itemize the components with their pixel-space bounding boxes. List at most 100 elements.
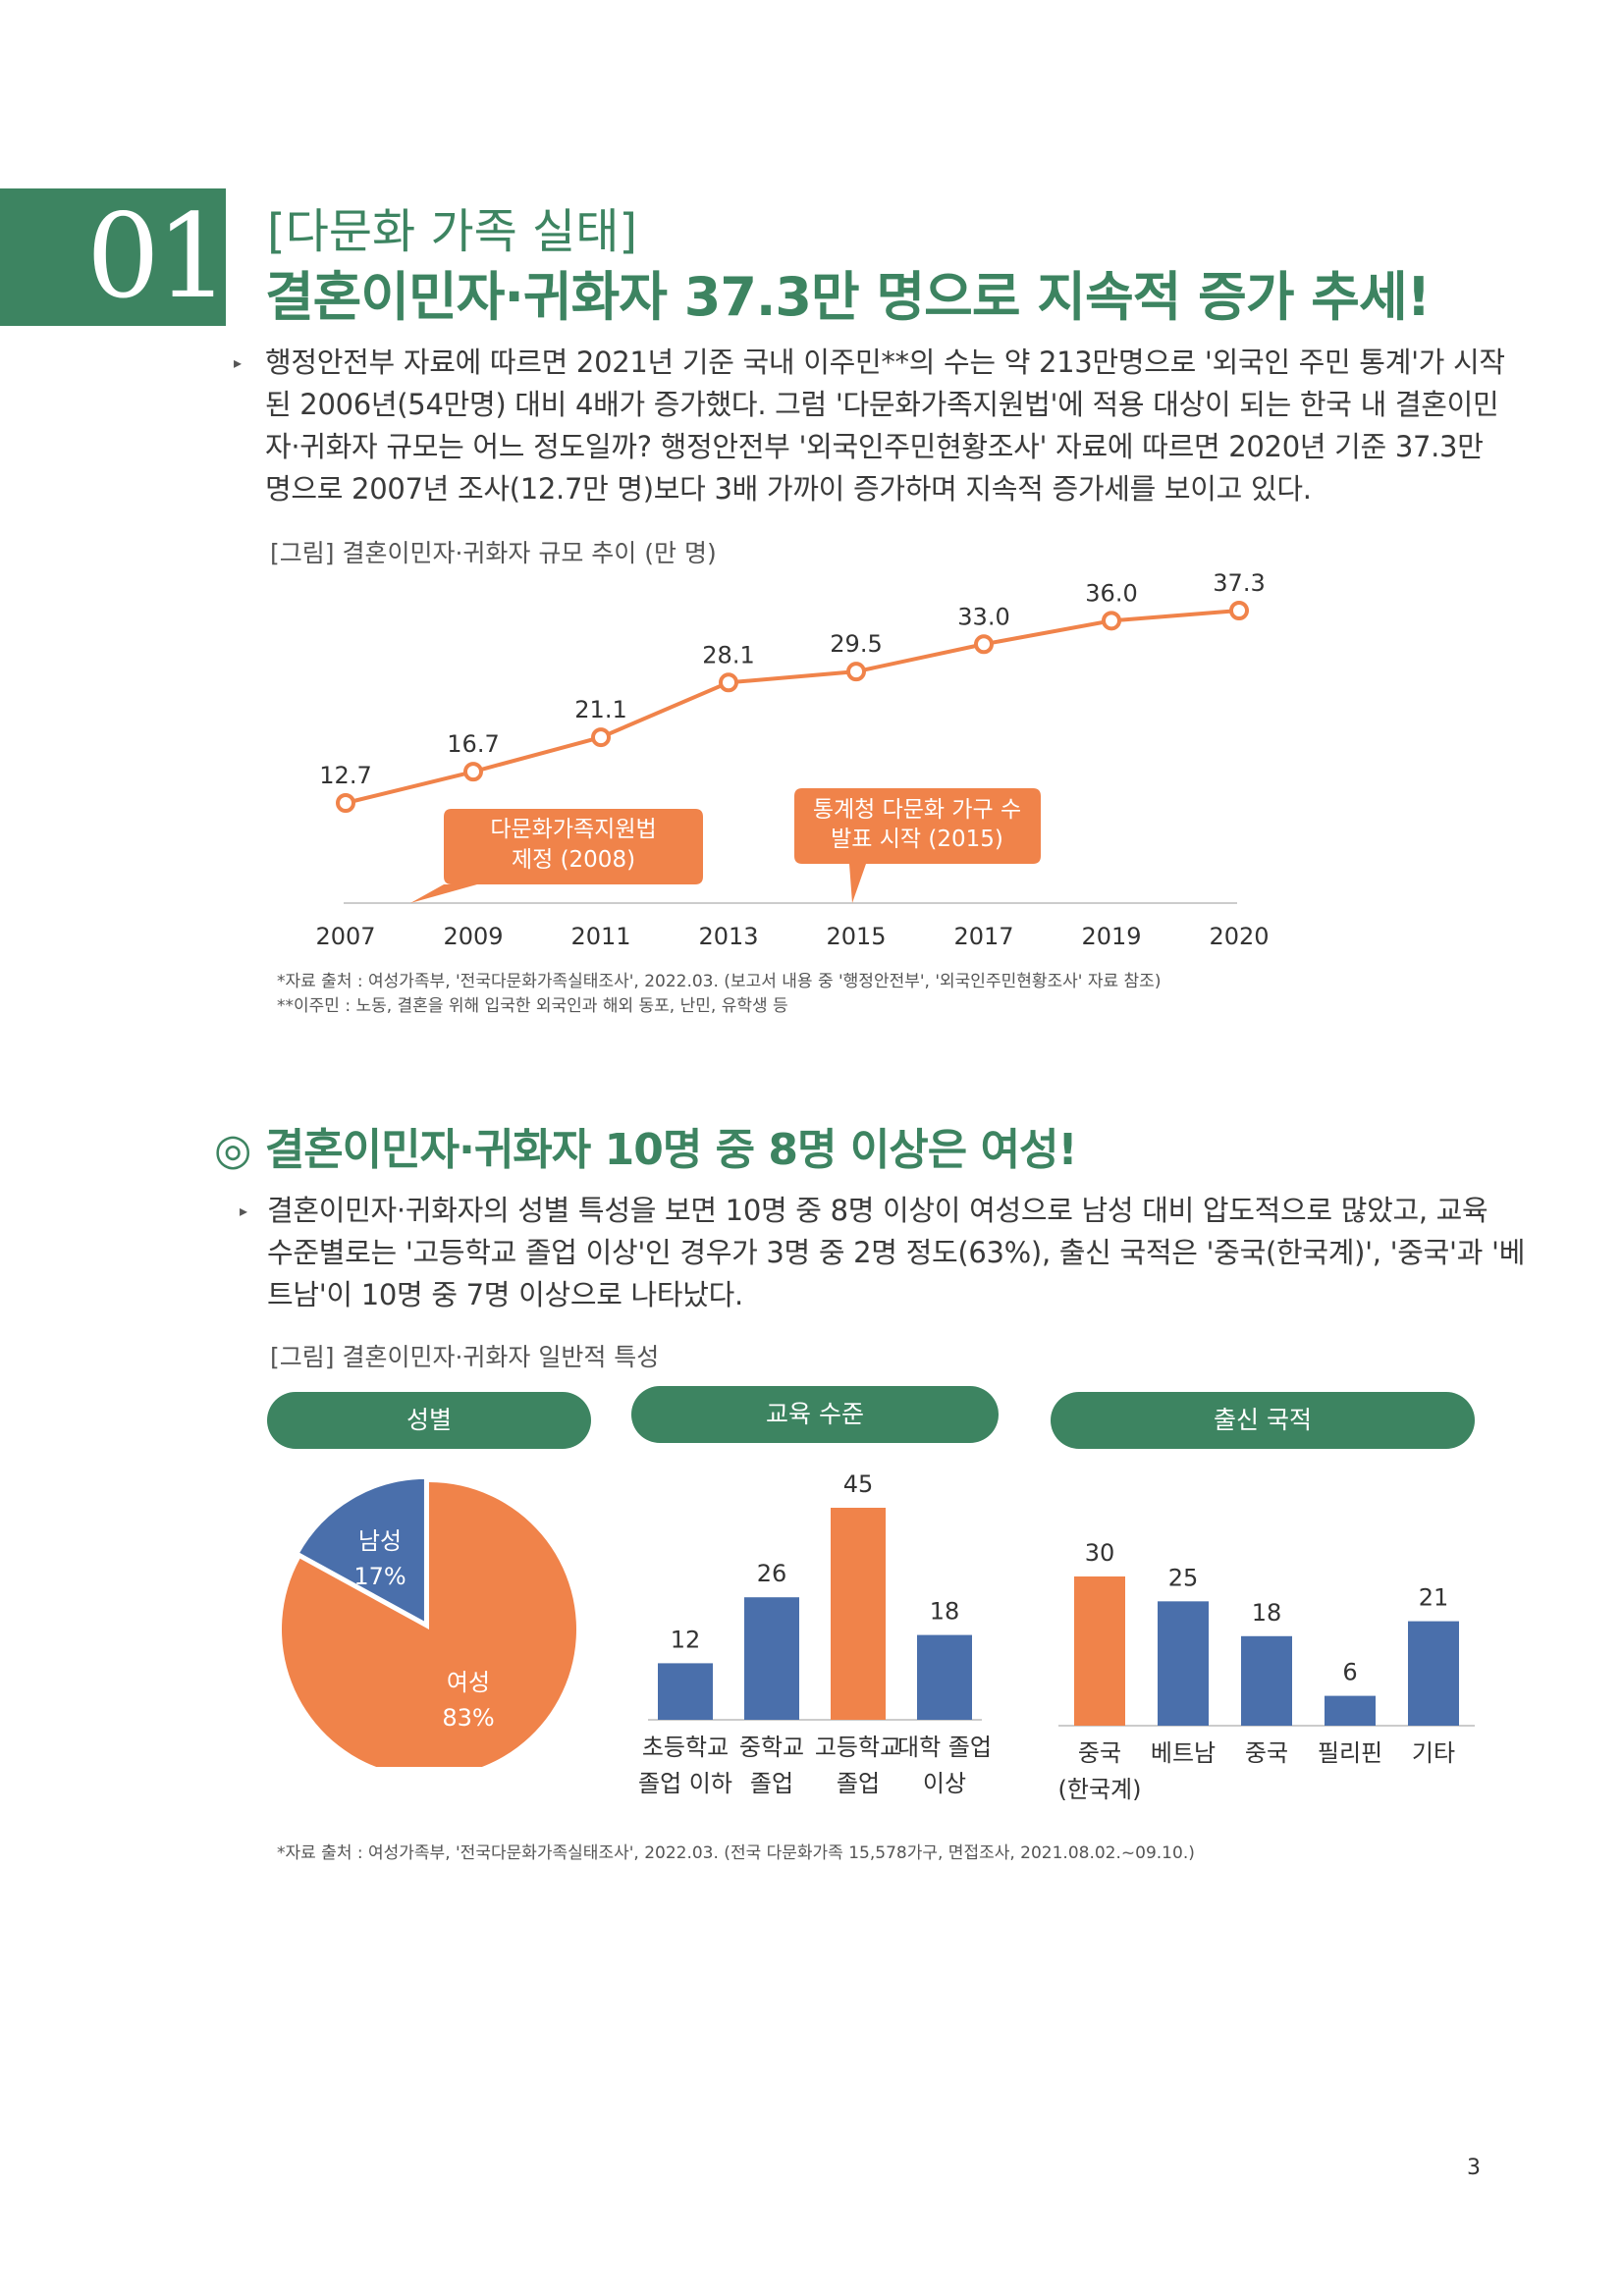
page-title: 결혼이민자·귀화자 37.3만 명으로 지속적 증가 추세! xyxy=(265,266,1431,328)
intro-line: 명으로 2007년 조사(12.7만 명)보다 3배 가까이 증가하며 지속적 … xyxy=(265,472,1312,506)
bar-value-label: 30 xyxy=(1085,1539,1115,1567)
x-tick-label: 2019 xyxy=(1081,923,1141,950)
figure-footnote: **이주민 : 노동, 결혼을 위해 입국한 외국인과 해외 동포, 난민, 유… xyxy=(277,996,788,1016)
category-label: 이상 xyxy=(923,1770,966,1797)
data-point xyxy=(1102,611,1121,631)
bar xyxy=(658,1663,713,1720)
x-tick-label: 2017 xyxy=(953,923,1013,950)
bar xyxy=(1158,1601,1209,1726)
pie-label-female: 여성 xyxy=(447,1669,490,1696)
section-line: 트남'이 10명 중 7명 이상으로 나타났다. xyxy=(267,1278,743,1311)
gender-pie-chart: 남성 17% 여성 83% xyxy=(282,1474,576,1767)
pie-slice-male xyxy=(294,1474,428,1629)
pie-value-female: 83% xyxy=(442,1704,494,1732)
category-label: 졸업 이하 xyxy=(638,1770,732,1797)
x-tick-label: 2015 xyxy=(826,923,886,950)
data-point xyxy=(719,672,738,693)
section-line: 결혼이민자·귀화자의 성별 특성을 보면 10명 중 8명 이상이 여성으로 남… xyxy=(267,1194,1488,1227)
pill-gender: 성별 xyxy=(267,1392,591,1449)
x-tick-label: 2011 xyxy=(570,923,630,950)
pie-slice-female xyxy=(282,1482,576,1767)
callouts: 다문화가족지원법 제정 (2008) 통계청 다문화 가구 수 발표 시작 (2… xyxy=(410,788,1041,903)
figure-source: *자료 출처 : 여성가족부, '전국다문화가족실태조사', 2022.03. … xyxy=(277,972,1162,991)
data-point xyxy=(336,793,355,813)
figure-source: *자료 출처 : 여성가족부, '전국다문화가족실태조사', 2022.03. … xyxy=(277,1843,1195,1863)
section-number: 01 xyxy=(85,188,230,324)
category-label: 초등학교 xyxy=(642,1734,729,1761)
bar xyxy=(1325,1695,1376,1726)
bar xyxy=(831,1508,886,1720)
category-label: 중학교 xyxy=(739,1734,804,1761)
bar xyxy=(1074,1576,1125,1726)
bar xyxy=(917,1634,972,1720)
pill-education: 교육 수준 xyxy=(631,1386,999,1443)
intro-line: 행정안전부 자료에 따르면 2021년 기준 국내 이주민**의 수는 약 21… xyxy=(265,346,1505,379)
bar-value-label: 6 xyxy=(1342,1659,1357,1686)
category-label: (한국계) xyxy=(1058,1776,1142,1803)
data-point xyxy=(974,634,994,655)
data-label: 28.1 xyxy=(702,641,754,668)
category-label: 필리핀 xyxy=(1318,1739,1382,1767)
bar-value-label: 21 xyxy=(1419,1584,1449,1612)
bar-value-label: 45 xyxy=(843,1470,874,1498)
category-label: 졸업 xyxy=(750,1770,793,1797)
category-label: 중국 xyxy=(1245,1739,1288,1767)
bar xyxy=(744,1597,799,1720)
bullet-icon: ▸ xyxy=(234,353,243,372)
intro-line: 된 2006년(54만명) 대비 4배가 증가했다. 그럼 '다문화가족지원법'… xyxy=(265,388,1499,421)
callout-2015-line1: 통계청 다문화 가구 수 xyxy=(813,797,1021,823)
data-label: 21.1 xyxy=(574,696,626,723)
bar-value-label: 12 xyxy=(671,1626,701,1653)
data-label: 16.7 xyxy=(447,730,499,758)
data-label: 12.7 xyxy=(319,762,371,789)
section-kicker: [다문화 가족 실태] xyxy=(267,204,638,259)
data-point xyxy=(1229,601,1249,620)
x-tick-label: 2013 xyxy=(698,923,758,950)
data-label: 33.0 xyxy=(957,603,1009,630)
line-chart: 다문화가족지원법 제정 (2008) 통계청 다문화 가구 수 발표 시작 (2… xyxy=(315,569,1269,950)
callout-2008-line2: 제정 (2008) xyxy=(512,847,635,873)
bar-value-label: 18 xyxy=(930,1598,960,1626)
section-number-badge: 01 xyxy=(0,188,236,326)
category-label: 대학 졸업 xyxy=(897,1734,992,1761)
pie-value-male: 17% xyxy=(353,1563,406,1590)
callout-2008-box xyxy=(410,809,703,903)
section-heading: ◎ 결혼이민자·귀화자 10명 중 8명 이상은 여성! xyxy=(214,1125,1078,1175)
category-label: 고등학교 xyxy=(815,1734,901,1761)
bar-value-label: 26 xyxy=(757,1560,787,1587)
category-label: 베트남 xyxy=(1151,1739,1216,1767)
data-label: 36.0 xyxy=(1085,579,1137,607)
series-line xyxy=(345,609,1240,805)
data-label: 37.3 xyxy=(1213,569,1265,597)
data-point xyxy=(463,762,483,782)
section-paragraph: 결혼이민자·귀화자의 성별 특성을 보면 10명 중 8명 이상이 여성으로 남… xyxy=(267,1190,1526,1316)
data-point xyxy=(846,662,866,682)
x-tick-label: 2020 xyxy=(1209,923,1269,950)
intro-line: 자·귀화자 규모는 어느 정도일까? 행정안전부 '외국인주민현황조사' 자료에… xyxy=(265,430,1484,463)
intro-paragraph: 행정안전부 자료에 따르면 2021년 기준 국내 이주민**의 수는 약 21… xyxy=(265,342,1505,510)
x-tick-label: 2007 xyxy=(315,923,375,950)
data-label: 29.5 xyxy=(830,630,882,658)
nationality-bar-chart: 30 중국 (한국계) 25 베트남 18 중국 6 필리핀 21 기타 xyxy=(1058,1539,1475,1803)
page-number: 3 xyxy=(1467,2156,1481,2180)
callout-2015-box xyxy=(794,788,1041,903)
figure-title: [그림] 결혼이민자·귀화자 규모 추이 (만 명) xyxy=(270,539,717,567)
callout-2015-line2: 발표 시작 (2015) xyxy=(831,827,1003,852)
bar-value-label: 18 xyxy=(1252,1599,1282,1627)
category-label: 기타 xyxy=(1412,1739,1455,1767)
category-label: 중국 xyxy=(1078,1739,1121,1767)
bar-value-label: 25 xyxy=(1168,1564,1199,1591)
callout-2008-line1: 다문화가족지원법 xyxy=(490,817,656,842)
x-tick-label: 2009 xyxy=(443,923,503,950)
pill-nationality: 출신 국적 xyxy=(1051,1392,1475,1449)
pie-label-male: 남성 xyxy=(358,1527,402,1555)
category-label: 졸업 xyxy=(837,1770,880,1797)
bar xyxy=(1241,1635,1292,1726)
figure-title: [그림] 결혼이민자·귀화자 일반적 특성 xyxy=(270,1343,660,1371)
section-line: 수준별로는 '고등학교 졸업 이상'인 경우가 3명 중 2명 정도(63%),… xyxy=(267,1236,1526,1269)
bar xyxy=(1408,1621,1459,1726)
data-point xyxy=(591,727,611,748)
badge-divider xyxy=(226,188,236,326)
bullet-icon: ▸ xyxy=(240,1201,248,1220)
